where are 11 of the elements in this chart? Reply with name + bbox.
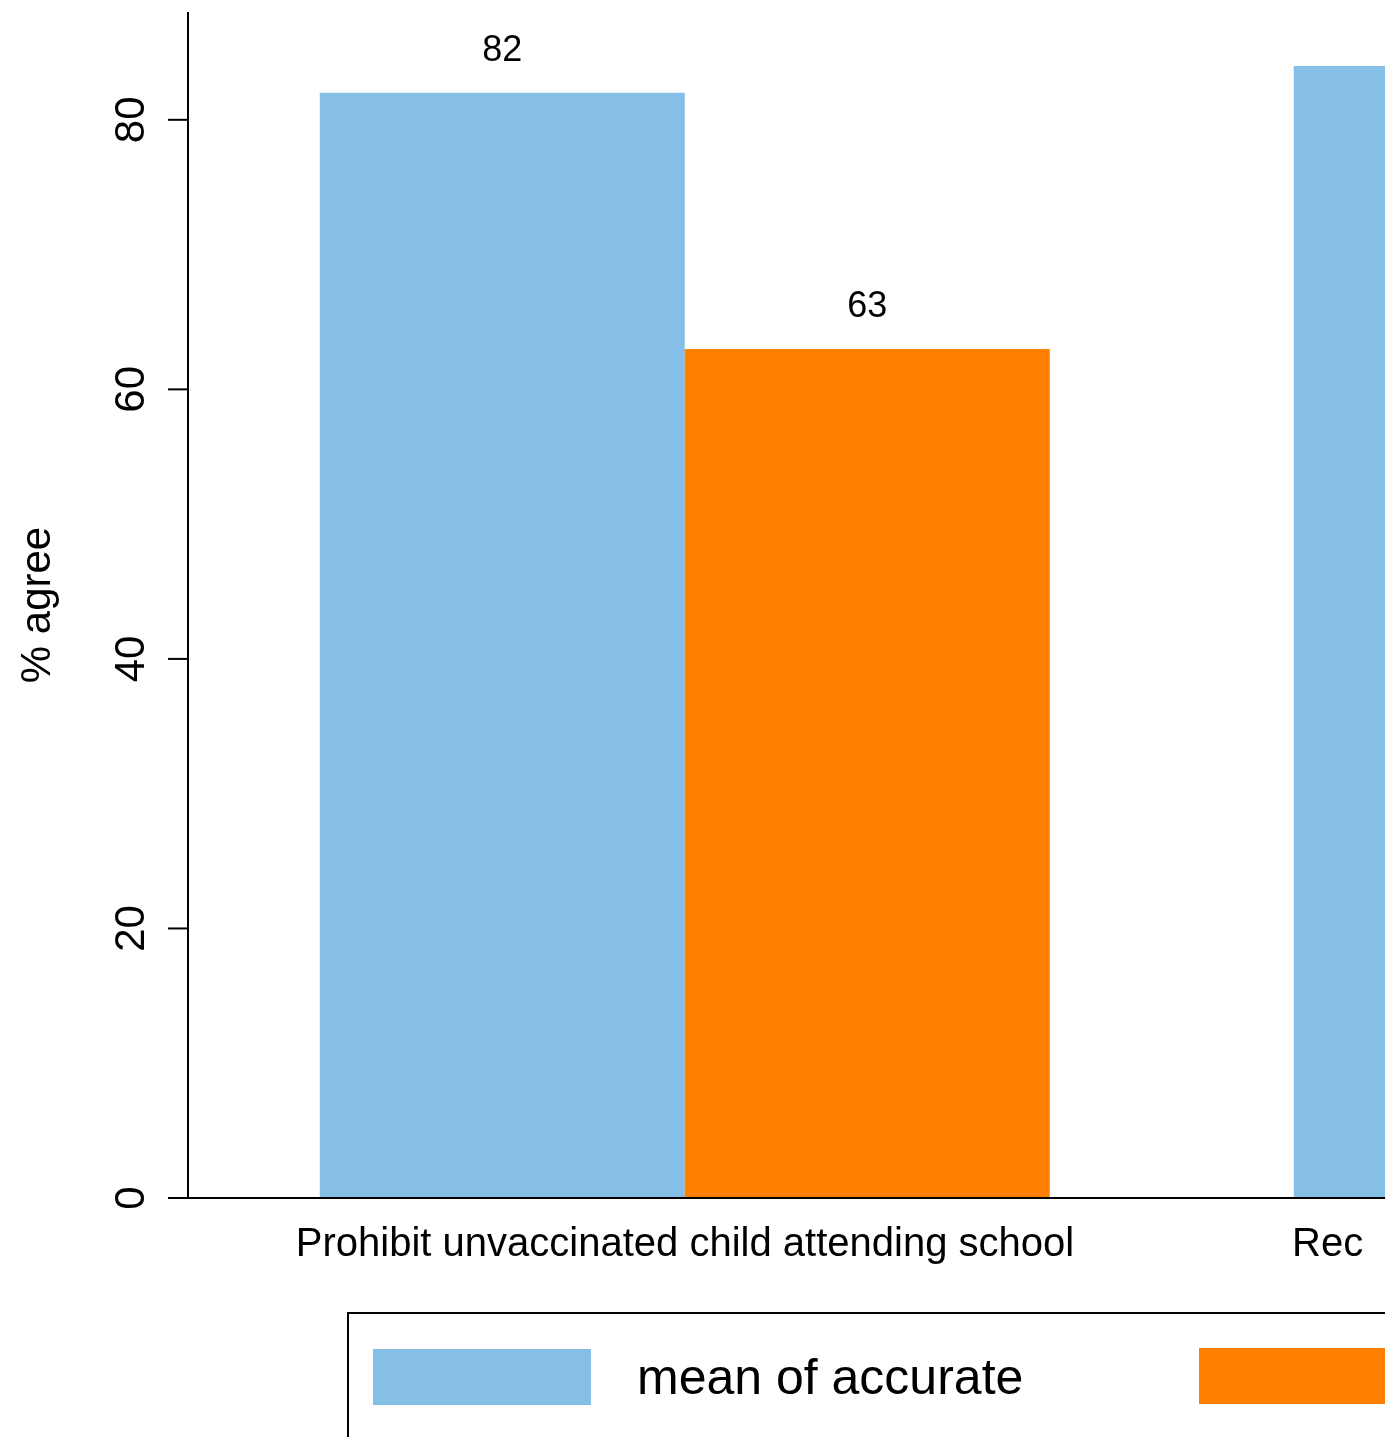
y-tick-label: 20 [106,905,153,952]
y-tick-label: 60 [106,366,153,413]
y-tick-label: 40 [106,635,153,683]
y-axis-title: % agree [11,526,59,684]
y-tick-label: 0 [106,1186,153,1210]
x-tick-label: Prohibit unvaccinated child attending school [295,1220,1075,1264]
data-label: 82 [482,27,523,69]
legend-label: mean of accurate [637,1348,1024,1406]
data-label: 63 [847,283,888,325]
y-tick-label: 80 [106,96,153,144]
x-tick-label: Rec [1292,1220,1364,1264]
